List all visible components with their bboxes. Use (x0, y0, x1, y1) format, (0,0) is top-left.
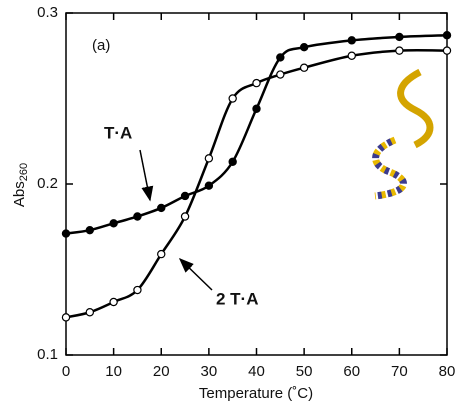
data-point (347, 36, 356, 45)
arrow (139, 149, 154, 202)
data-point (299, 43, 309, 52)
data-point (109, 297, 118, 307)
data-point (395, 46, 404, 55)
x-tick-label: 10 (105, 363, 122, 380)
x-tick-label: 80 (439, 363, 456, 380)
y-tick-label: 0.2 (37, 175, 58, 192)
data-point (61, 313, 71, 322)
data-point (347, 51, 356, 60)
y-tick-label: 0.1 (37, 346, 58, 363)
data-point (61, 229, 71, 238)
data-point (180, 212, 190, 221)
data-point (204, 154, 214, 163)
x-tick-label: 50 (296, 363, 313, 380)
data-point (157, 249, 166, 259)
data-point (85, 225, 95, 235)
data-point (442, 46, 452, 55)
data-point (252, 104, 261, 113)
x-tick-label: 70 (391, 363, 408, 380)
data-point (157, 203, 166, 213)
x-tick-label: 60 (343, 363, 360, 380)
data-point (85, 308, 95, 317)
x-axis-label: Temperature (˚C) (199, 385, 313, 402)
data-point (228, 157, 237, 166)
x-tick-label: 30 (201, 363, 218, 380)
x-tick-label: 0 (62, 363, 70, 380)
data-point (276, 70, 285, 79)
data-point (204, 181, 214, 190)
data-point (442, 31, 452, 40)
helix-illustration (372, 68, 434, 200)
annotation: T·A (104, 123, 132, 142)
y-tick-label: 0.3 (37, 4, 58, 21)
data-point (276, 53, 285, 62)
y-axis-label: Abs260 (11, 163, 30, 207)
data-point (133, 285, 142, 295)
data-point (252, 78, 261, 88)
arrow (178, 257, 213, 291)
data-point (180, 191, 190, 201)
x-tick-label: 40 (248, 363, 265, 380)
data-point (133, 212, 142, 221)
data-point (395, 32, 404, 42)
x-tick-label: 20 (153, 363, 170, 380)
data-point (299, 63, 309, 72)
data-point (228, 94, 237, 103)
panel-label: (a) (92, 37, 110, 54)
data-point (109, 219, 118, 228)
annotation: 2 T·A (216, 289, 259, 308)
series-line (65, 48, 448, 319)
